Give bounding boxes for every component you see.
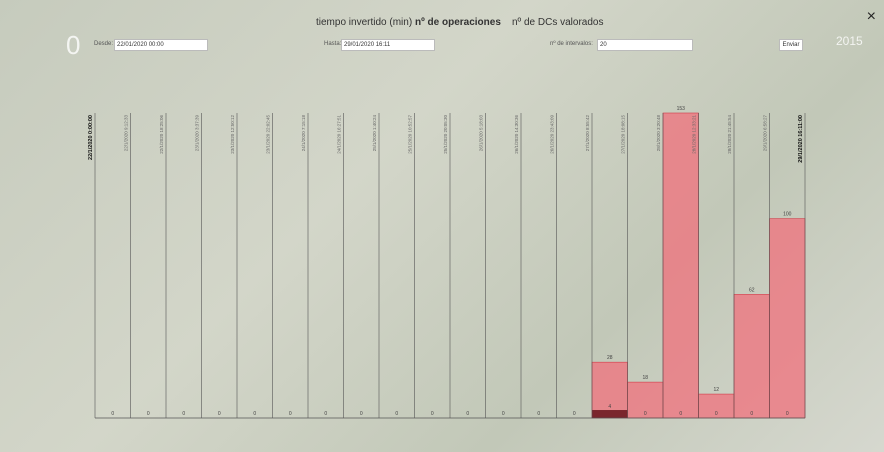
left-counter: 0 [66,30,81,60]
interval-label: 26/1/2020 23:43:09 [550,115,555,154]
interval-label: 22/1/2020 0:00:00 [88,115,94,160]
tab[interactable]: nº de DCs valorados [512,17,604,28]
value-label: 0 [395,411,398,417]
value-label: 0 [644,411,647,417]
value-label: 0 [289,411,292,417]
value-label: 0 [218,411,221,417]
interval-label: 29/1/2020 16:11:00 [798,115,804,163]
interval-label: 25/1/2020 20:05:30 [443,115,448,154]
interval-label: 23/1/2020 3:37:39 [195,115,200,152]
value-label: 153 [677,106,686,112]
value-label: 12 [713,387,719,393]
close-button[interactable]: × [866,8,876,25]
interval-label: 26/1/2020 5:18:03 [479,115,484,152]
value-label: 0 [111,411,114,417]
bar [592,410,628,418]
value-label: 0 [147,411,150,417]
value-label: 0 [537,411,540,417]
intervals-label: nº de intervalos: [550,41,593,47]
intervals-input[interactable]: 20 [597,39,693,51]
value-label: 100 [783,212,792,218]
interval-label: 27/1/2020 8:55:42 [585,115,590,152]
value-label: 0 [431,411,434,417]
value-label: 18 [642,375,648,381]
interval-label: 24/1/2020 7:15:18 [301,115,306,152]
submit-button[interactable]: Enviar [779,39,803,51]
interval-label: 24/1/2020 16:27:51 [337,115,342,154]
bar [769,218,806,419]
value-label: 0 [502,411,505,417]
value-label: 0 [182,411,185,417]
bar [662,112,699,419]
value-label: 62 [749,287,755,293]
bar [733,294,770,419]
interval-label: 23/1/2020 22:02:45 [266,115,271,154]
interval-label: 28/1/2020 3:20:48 [656,115,661,152]
value-label: 0 [750,411,753,417]
right-counter: 2015 [836,34,863,48]
value-label: 0 [466,411,469,417]
interval-label: 22/1/2020 18:25:06 [159,115,164,154]
interval-label: 25/1/2020 1:40:24 [372,115,377,152]
tab-active[interactable]: nº de operaciones [415,17,501,28]
value-label: 0 [253,411,256,417]
value-label: 4 [608,404,611,410]
value-label: 0 [324,411,327,417]
value-label: 28 [607,355,613,361]
interval-label: 29/1/2020 6:58:27 [763,115,768,152]
interval-label: 25/1/2020 10:52:57 [408,115,413,154]
to-input[interactable]: 29/01/2020 16:11 [341,39,435,51]
interval-label: 28/1/2020 21:45:54 [727,115,732,154]
interval-label: 26/1/2020 14:30:36 [514,115,519,154]
tab[interactable]: tiempo invertido (min) [316,17,413,28]
from-label: Desde: [94,41,114,47]
interval-label: 23/1/2020 12:50:12 [230,115,235,154]
interval-label: 28/1/2020 12:33:21 [692,115,697,154]
interval-label: 27/1/2020 18:08:15 [621,115,626,154]
interval-label: 22/1/2020 9:12:33 [124,115,129,152]
from-input[interactable]: 22/01/2020 00:00 [114,39,208,51]
value-label: 0 [715,411,718,417]
value-label: 0 [360,411,363,417]
value-label: 0 [786,411,789,417]
value-label: 0 [679,411,682,417]
bar [627,381,664,419]
bar [591,361,628,419]
to-label: Hasta: [324,41,342,47]
value-label: 0 [573,411,576,417]
